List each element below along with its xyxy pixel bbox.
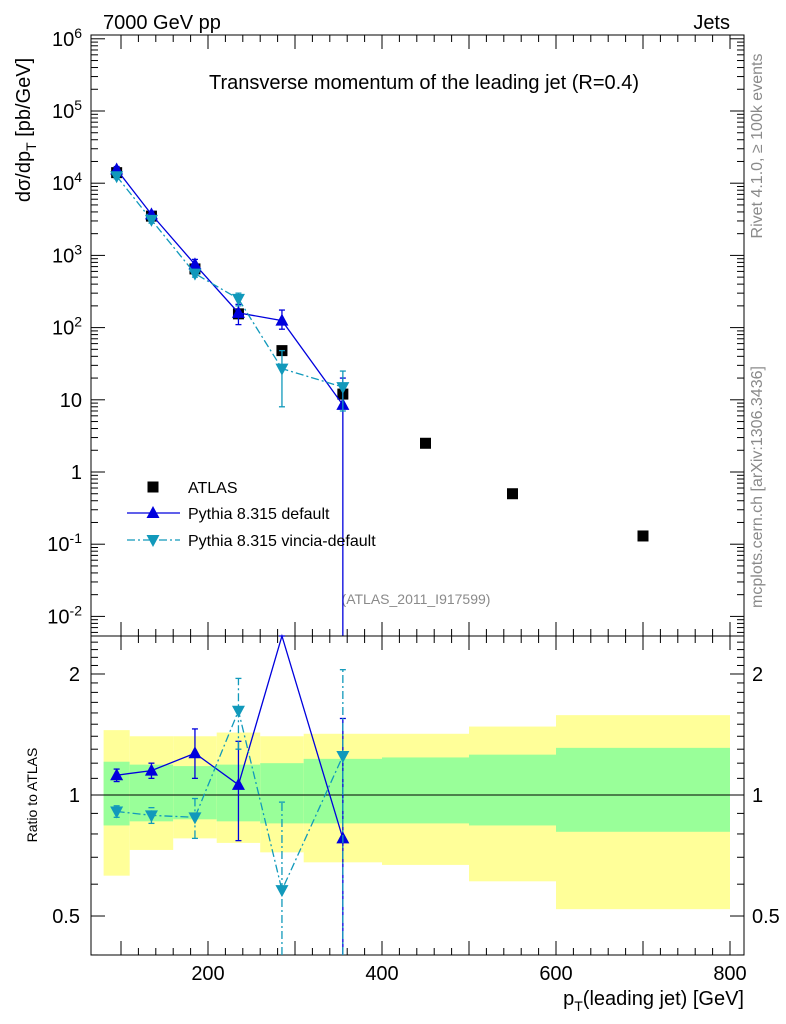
- main-y-tick-label: 102: [52, 314, 82, 340]
- main-line-1: [116, 169, 344, 406]
- process-label: Jets: [693, 12, 730, 34]
- x-axis-label: pT(leading jet) [GeV]: [563, 988, 744, 1014]
- main-point-0-6: [420, 437, 431, 449]
- chart-title: Transverse momentum of the leading jet (…: [209, 72, 639, 94]
- ratio-point-1-2: [188, 812, 202, 825]
- ratio-line-1: [116, 708, 344, 893]
- ratio-point-1-0: [110, 806, 124, 819]
- main-point-2-1: [144, 214, 158, 227]
- ratio-point-0-0: [110, 768, 124, 781]
- x-tick-label-400: 400: [365, 963, 398, 985]
- mcplots-label: mcplots.cern.ch [arXiv:1306.3436]: [749, 366, 766, 608]
- main-line-2: [116, 175, 344, 388]
- ratio-axis-ticks: 200 400 600 800 0.5 0.5 1 1 2 2: [52, 635, 780, 985]
- ratio-band-green-4: [260, 763, 304, 824]
- main-y-tick-label: 103: [52, 241, 82, 267]
- ratio-y-tick-label-left: 0.5: [52, 906, 80, 928]
- ratio-line-0: [116, 633, 344, 839]
- main-y-tick-label: 104: [52, 169, 82, 195]
- legend-marker-0: [147, 481, 159, 493]
- main-y-tick-label: 10: [60, 390, 82, 412]
- legend-marker-1: [146, 506, 160, 518]
- ratio-y-axis-label: Ratio to ATLAS: [24, 748, 40, 843]
- main-point-2-5: [336, 382, 350, 395]
- ratio-point-0-1: [144, 763, 158, 776]
- main-point-1-4: [275, 313, 289, 326]
- x-tick-label-800: 800: [713, 963, 746, 985]
- ratio-band-green-7: [469, 754, 556, 826]
- main-y-tick-label: 10-1: [47, 530, 82, 556]
- ratio-series-group: [110, 633, 350, 955]
- ratio-y-tick-label-right: 0.5: [752, 906, 780, 928]
- ratio-point-0-3: [231, 777, 245, 790]
- main-point-2-2: [188, 268, 202, 281]
- ratio-point-1-1: [144, 810, 158, 823]
- main-point-0-8: [637, 530, 649, 542]
- main-series-group: [110, 162, 649, 636]
- legend-marker-2: [146, 535, 160, 547]
- main-point-2-0: [110, 171, 124, 184]
- rivet-version-label: Rivet 4.1.0, ≥ 100k events: [749, 54, 766, 239]
- main-point-2-3: [231, 293, 245, 306]
- ratio-panel: 200 400 600 800 0.5 0.5 1 1 2 2 Ratio to ATLAS: [24, 633, 780, 985]
- ratio-band-green-8: [556, 747, 730, 832]
- main-point-0-7: [507, 488, 518, 500]
- ratio-point-1-3: [231, 705, 245, 718]
- main-y-tick-label: 1: [71, 462, 82, 484]
- main-y-tick-label: 10-2: [47, 602, 82, 628]
- x-tick-label-600: 600: [539, 963, 572, 985]
- ratio-point-1-4: [275, 885, 289, 898]
- ratio-y-tick-label-right: 2: [752, 664, 763, 686]
- main-point-1-3: [231, 305, 245, 318]
- main-y-tick-label: 106: [52, 25, 82, 51]
- legend-label-0: ATLAS: [188, 480, 238, 497]
- ratio-y-tick-label-left: 1: [69, 785, 80, 807]
- main-y-axis-label: dσ/dpT [pb/GeV]: [13, 58, 39, 202]
- main-y-tick-label: 105: [52, 97, 82, 123]
- x-tick-label-200: 200: [191, 963, 224, 985]
- ratio-uncertainty-bands: [91, 715, 744, 910]
- ratio-point-0-2: [188, 746, 202, 759]
- main-point-1-2: [188, 257, 202, 270]
- legend: ATLAS Pythia 8.315 default Pythia 8.315 vi…: [127, 480, 376, 550]
- collision-label: 7000 GeV pp: [103, 12, 221, 34]
- ratio-band-green-6: [382, 757, 469, 824]
- analysis-id-label: (ATLAS_2011_I917599): [342, 591, 491, 607]
- main-point-2-4: [275, 363, 289, 376]
- legend-label-2: Pythia 8.315 vincia-default: [188, 533, 376, 550]
- legend-label-1: Pythia 8.315 default: [188, 506, 330, 523]
- ratio-y-tick-label-right: 1: [752, 785, 763, 807]
- ratio-y-tick-label-left: 2: [69, 664, 80, 686]
- ratio-point-1-5: [336, 751, 350, 764]
- main-panel: Transverse momentum of the leading jet (…: [13, 25, 745, 637]
